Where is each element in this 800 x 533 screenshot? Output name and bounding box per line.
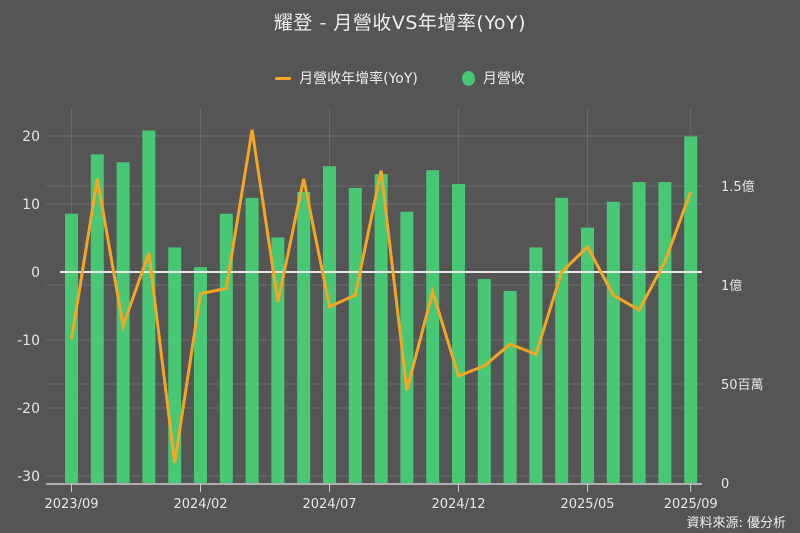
revenue-bar[interactable] [245, 197, 259, 483]
revenue-bar[interactable] [606, 201, 620, 483]
x-tick-label: 2023/09 [44, 497, 98, 512]
revenue-bar[interactable] [684, 136, 698, 484]
revenue-bar[interactable] [297, 191, 311, 483]
legend-item-revenue[interactable]: 月營收 [461, 68, 525, 88]
axes: 2023/09 2024/02 2024/07 2024/12 2025/05 2025/… [17, 129, 763, 512]
left-axis-tick-label: 0 [31, 265, 40, 281]
left-axis-tick-label: -30 [17, 469, 40, 485]
revenue-bar[interactable] [271, 237, 285, 483]
legend-item-yoy[interactable]: 月營收年增率(YoY) [275, 68, 418, 88]
revenue-bar[interactable] [219, 213, 233, 483]
legend-line-icon [275, 76, 292, 80]
right-axis-tick-label: 50百萬 [721, 378, 764, 393]
revenue-bar[interactable] [632, 182, 646, 484]
revenue-bar[interactable] [65, 213, 78, 483]
revenue-bar[interactable] [168, 247, 182, 483]
x-tick-label: 2024/12 [431, 497, 485, 512]
revenue-bar[interactable] [374, 174, 388, 483]
x-tick-label: 2024/07 [302, 497, 356, 512]
right-axis-tick-label: 0 [721, 477, 729, 492]
revenue-bar[interactable] [477, 279, 491, 483]
x-tick-label: 2025/09 [664, 497, 718, 512]
chart-title: 耀登 - 月營收VS年增率(YoY) [273, 12, 527, 34]
x-tick-label: 2024/02 [173, 497, 227, 512]
chart-legend: 月營收年增率(YoY) 月營收 [0, 68, 800, 88]
revenue-bar[interactable] [400, 211, 414, 484]
revenue-bar[interactable] [658, 182, 672, 484]
revenue-bar[interactable] [142, 130, 156, 483]
x-tick-label: 2025/05 [560, 497, 614, 512]
revenue-bar[interactable] [426, 170, 440, 483]
legend-label-revenue: 月營收 [482, 71, 525, 87]
left-axis-tick-label: 20 [22, 129, 40, 145]
left-axis-tick-label: 10 [22, 197, 40, 213]
revenue-bar[interactable] [555, 197, 569, 483]
legend-label-yoy: 月營收年增率(YoY) [299, 71, 418, 87]
revenue-bar[interactable] [323, 166, 336, 483]
left-axis-tick-label: -20 [17, 401, 40, 417]
yoy-line-path[interactable] [70, 129, 693, 464]
revenue-bar[interactable] [581, 227, 594, 483]
legend-dot-icon [461, 70, 475, 86]
revenue-bar[interactable] [348, 187, 362, 484]
revenue-bar[interactable] [90, 154, 104, 483]
right-axis-tick-label: 1億 [721, 278, 742, 294]
revenue-bar[interactable] [529, 247, 543, 483]
revenue-bar[interactable] [503, 290, 517, 483]
data-source-note: 資料來源: 優分析 [686, 516, 786, 531]
right-axis-tick-label: 1.5億 [721, 179, 755, 195]
yoy-line [70, 129, 693, 464]
revenue-bar[interactable] [452, 184, 465, 483]
left-axis-tick-label: -10 [17, 333, 40, 349]
